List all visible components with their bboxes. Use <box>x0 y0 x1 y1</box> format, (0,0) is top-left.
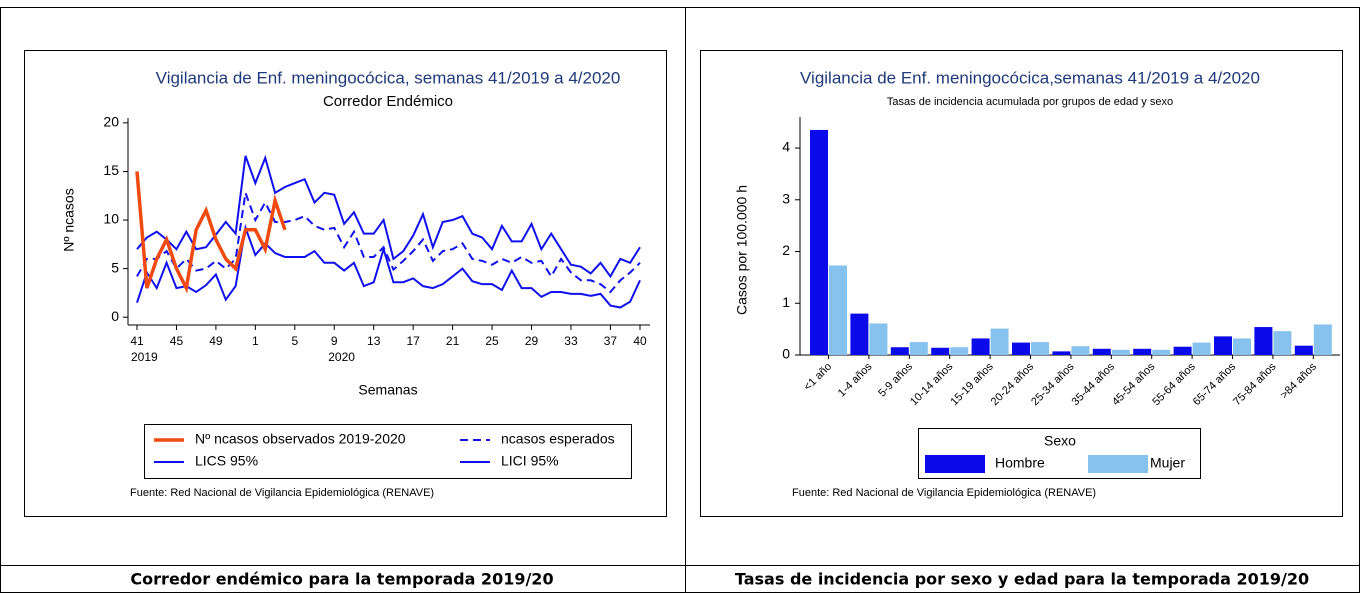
chart-subtitle: Corredor Endémico <box>323 93 453 110</box>
bar <box>1233 338 1251 355</box>
y-tick-label: 5 <box>111 259 119 275</box>
bar <box>1052 351 1071 355</box>
bar <box>950 347 969 355</box>
legend-swatch <box>1088 455 1148 473</box>
x-tick-label: 33 <box>564 334 578 348</box>
bar <box>971 338 990 355</box>
x-tick-label: 40 <box>633 334 647 348</box>
bar <box>1254 327 1273 355</box>
x-tick-label: 9 <box>331 334 338 348</box>
x-tick-label: 13 <box>367 334 381 348</box>
x-tick-label: 41 <box>130 334 144 348</box>
bar <box>810 129 828 355</box>
x-tick-label: 37 <box>604 334 618 348</box>
x-tick-label: 21 <box>446 334 460 348</box>
y-axis-label: Casos por 100.000 h <box>734 185 750 315</box>
year-label: 2020 <box>328 350 355 364</box>
y-tick-label: 1 <box>782 294 790 310</box>
x-tick-label: 5 <box>291 334 298 348</box>
x-tick-label: 29 <box>525 334 539 348</box>
caption: Corredor endémico para la temporada 2019… <box>130 570 553 589</box>
y-tick-label: 3 <box>782 190 790 206</box>
y-axis-label: Nº ncasos <box>61 188 77 251</box>
bar <box>1273 331 1292 355</box>
x-tick-label: 17 <box>406 334 420 348</box>
line-series <box>136 192 641 294</box>
legend-label: LICI 95% <box>501 453 559 469</box>
chart-subtitle: Tasas de incidencia acumulada por grupos… <box>887 96 1173 108</box>
bar <box>1092 348 1111 355</box>
line-series <box>135 171 287 294</box>
bar <box>890 347 909 355</box>
caption: Tasas de incidencia por sexo y edad para… <box>735 570 1309 589</box>
x-tick-label: 49 <box>209 334 223 348</box>
x-tick-label: 45 <box>170 334 184 348</box>
chart-title: Vigilancia de Enf. meningocócica, semana… <box>156 68 621 87</box>
year-label: 2019 <box>131 350 158 364</box>
legend-label: Hombre <box>995 455 1045 471</box>
legend-label: LICS 95% <box>195 453 258 469</box>
y-tick-label: 4 <box>782 139 790 155</box>
legend-label: Mujer <box>1150 455 1185 471</box>
y-tick-label: 10 <box>103 211 119 227</box>
chart-title: Vigilancia de Enf. meningocócica,semanas… <box>800 68 1260 87</box>
x-tick-label: 1 <box>252 334 259 348</box>
bar <box>1071 346 1090 355</box>
y-tick-label: 0 <box>111 308 119 324</box>
legend-swatch <box>925 455 985 473</box>
line-series <box>136 154 641 279</box>
source-note: Fuente: Red Nacional de Vigilancia Epide… <box>130 487 434 499</box>
x-axis-label: Semanas <box>358 382 417 398</box>
bar <box>1111 349 1130 355</box>
y-tick-label: 15 <box>103 162 119 178</box>
bar <box>1294 345 1313 355</box>
y-tick-label: 20 <box>103 114 119 130</box>
bar <box>869 323 888 355</box>
bar <box>1031 342 1049 355</box>
legend-box <box>144 424 632 479</box>
bar <box>1173 346 1192 355</box>
bar <box>909 342 928 355</box>
bar <box>850 313 869 355</box>
bar <box>990 328 1009 355</box>
legend-label: Nº ncasos observados 2019-2020 <box>195 431 406 447</box>
bar <box>1152 349 1171 355</box>
bar <box>829 265 847 355</box>
legend-label: ncasos esperados <box>501 431 615 447</box>
line-series <box>136 223 641 309</box>
bar <box>1313 324 1332 355</box>
y-tick-label: 0 <box>782 346 790 362</box>
legend-title: Sexo <box>1044 433 1076 449</box>
source-note: Fuente: Red Nacional de Vigilancia Epide… <box>792 487 1096 499</box>
x-tick-label: 25 <box>485 334 499 348</box>
bar <box>1192 342 1211 355</box>
bar <box>1012 342 1030 355</box>
bar <box>1214 336 1232 355</box>
y-tick-label: 2 <box>782 242 790 258</box>
bar <box>1133 348 1152 355</box>
bar <box>931 347 950 355</box>
